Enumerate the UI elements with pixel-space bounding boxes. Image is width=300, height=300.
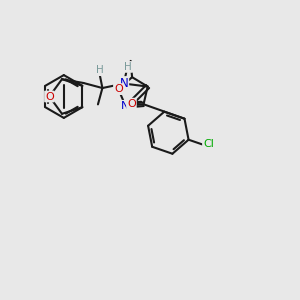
Text: N: N bbox=[121, 101, 130, 111]
Text: O: O bbox=[127, 99, 136, 109]
Text: Cl: Cl bbox=[203, 139, 214, 149]
Text: O: O bbox=[114, 84, 123, 94]
Text: O: O bbox=[45, 92, 54, 101]
Text: H: H bbox=[124, 62, 132, 72]
Text: N: N bbox=[119, 77, 128, 90]
Text: H: H bbox=[96, 65, 103, 75]
